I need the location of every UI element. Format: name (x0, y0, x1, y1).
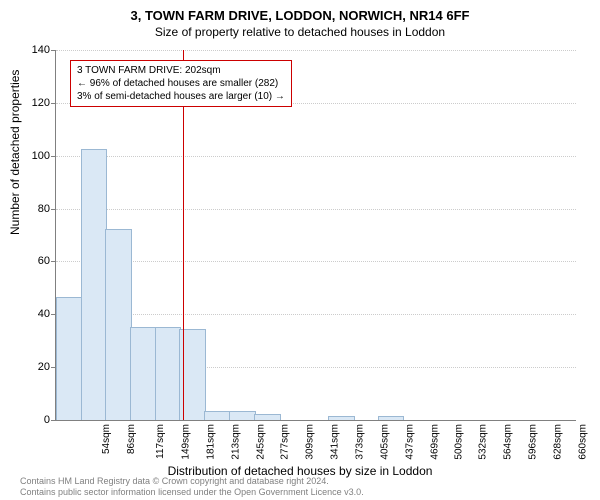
annotation-line3: 3% of semi-detached houses are larger (1… (77, 90, 285, 103)
gridline (56, 50, 576, 51)
histogram-bar (56, 297, 83, 420)
x-tick-label: 277sqm (280, 424, 291, 460)
x-tick-label: 117sqm (155, 424, 166, 459)
histogram-bar (229, 411, 256, 420)
chart-title: 3, TOWN FARM DRIVE, LODDON, NORWICH, NR1… (0, 0, 600, 23)
x-tick-label: 181sqm (206, 424, 217, 460)
histogram-bar (81, 149, 107, 420)
y-tick-label: 20 (20, 361, 50, 373)
y-tick-label: 80 (20, 203, 50, 215)
x-tick-label: 596sqm (528, 424, 539, 460)
x-tick-label: 660sqm (577, 424, 588, 460)
x-tick-label: 54sqm (101, 424, 112, 454)
histogram-bar (378, 416, 404, 420)
y-tick-mark (51, 156, 55, 157)
x-tick-label: 437sqm (404, 424, 415, 460)
x-tick-label: 245sqm (255, 424, 266, 460)
footer-line1: Contains HM Land Registry data © Crown c… (20, 476, 364, 487)
histogram-bar (254, 414, 281, 420)
y-tick-label: 140 (20, 44, 50, 56)
chart-container: 3, TOWN FARM DRIVE, LODDON, NORWICH, NR1… (0, 0, 600, 500)
annotation-line2: ← 96% of detached houses are smaller (28… (77, 77, 285, 90)
histogram-bar (130, 327, 157, 421)
y-tick-mark (51, 50, 55, 51)
x-tick-label: 532sqm (478, 424, 489, 460)
y-tick-label: 60 (20, 255, 50, 267)
x-tick-label: 500sqm (453, 424, 464, 460)
y-tick-label: 120 (20, 97, 50, 109)
x-tick-label: 405sqm (379, 424, 390, 460)
histogram-bar (328, 416, 355, 420)
gridline (56, 156, 576, 157)
x-tick-label: 341sqm (330, 424, 341, 460)
x-tick-label: 213sqm (230, 424, 241, 460)
y-tick-label: 100 (20, 150, 50, 162)
footer-attribution: Contains HM Land Registry data © Crown c… (20, 476, 364, 498)
gridline (56, 209, 576, 210)
y-tick-mark (51, 420, 55, 421)
y-tick-mark (51, 261, 55, 262)
y-tick-label: 0 (20, 414, 50, 426)
x-tick-label: 309sqm (305, 424, 316, 460)
y-tick-mark (51, 209, 55, 210)
x-tick-label: 373sqm (355, 424, 366, 460)
annotation-line1: 3 TOWN FARM DRIVE: 202sqm (77, 64, 285, 77)
histogram-bar (204, 411, 231, 420)
y-tick-label: 40 (20, 308, 50, 320)
histogram-bar (155, 327, 182, 421)
x-tick-label: 628sqm (552, 424, 563, 460)
x-tick-label: 149sqm (181, 424, 192, 460)
histogram-bar (105, 229, 132, 420)
y-tick-mark (51, 103, 55, 104)
y-tick-mark (51, 367, 55, 368)
gridline (56, 261, 576, 262)
x-tick-label: 564sqm (503, 424, 514, 460)
footer-line2: Contains public sector information licen… (20, 487, 364, 498)
gridline (56, 314, 576, 315)
x-tick-label: 86sqm (126, 424, 137, 454)
y-tick-mark (51, 314, 55, 315)
chart-subtitle: Size of property relative to detached ho… (0, 23, 600, 39)
x-tick-label: 469sqm (429, 424, 440, 460)
annotation-box: 3 TOWN FARM DRIVE: 202sqm ← 96% of detac… (70, 60, 292, 107)
